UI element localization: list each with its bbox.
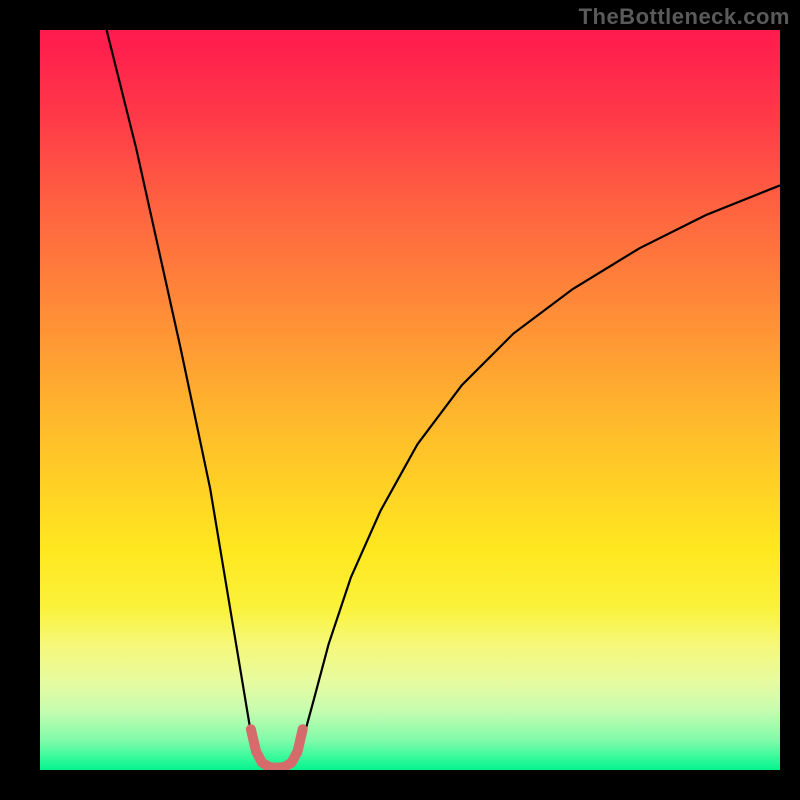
watermark-text: TheBottleneck.com	[579, 4, 790, 30]
curve-right	[297, 185, 780, 759]
curve-left	[107, 30, 257, 759]
plot-area	[40, 30, 780, 770]
bottom-marker	[251, 729, 303, 767]
bottleneck-curves	[40, 30, 780, 770]
